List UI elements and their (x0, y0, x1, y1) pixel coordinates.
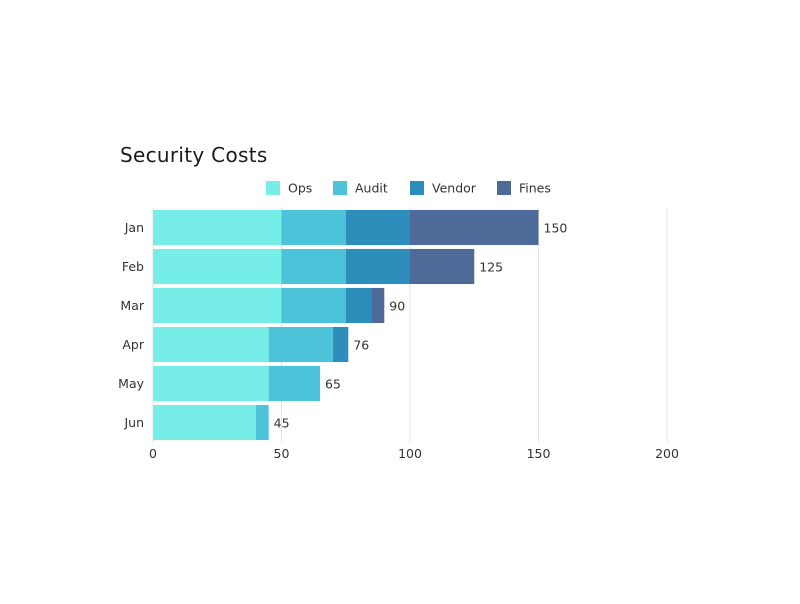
bar-segment-ops-may (153, 365, 269, 402)
legend-item-ops: Ops (266, 181, 312, 196)
legend-swatch (410, 181, 424, 195)
bar-segment-fines-feb (410, 248, 475, 285)
bar-segment-audit-jun (255, 404, 269, 441)
x-tick-label: 100 (398, 446, 422, 461)
chart-title: Security Costs (120, 143, 268, 167)
legend-item-vendor: Vendor (410, 181, 477, 196)
bar-segment-ops-feb (153, 248, 282, 285)
bar-segment-audit-may (268, 365, 321, 402)
bar-segment-ops-apr (153, 326, 269, 363)
x-tick-label: 150 (527, 446, 551, 461)
legend-swatch (266, 181, 280, 195)
bar-total-label: 90 (389, 299, 405, 314)
labels-layer: 0 50 100 150 200 Jan 150 Feb 125 Mar 90 Apr 76 May 65 J… (118, 220, 679, 461)
bar-segment-audit-mar (281, 287, 346, 324)
y-tick-label: May (118, 376, 144, 391)
bar-segment-vendor-apr (332, 326, 349, 363)
bar-segment-audit-apr (268, 326, 333, 363)
x-tick-label: 200 (655, 446, 679, 461)
bar-segment-vendor-jan (345, 209, 410, 246)
bar-segment-audit-jan (281, 209, 346, 246)
bar-total-label: 76 (353, 338, 369, 353)
bar-segment-fines-mar (371, 287, 385, 324)
bar-segment-ops-jan (153, 209, 282, 246)
y-tick-label: Mar (120, 298, 144, 313)
legend-swatch (333, 181, 347, 195)
y-tick-label: Jun (123, 415, 144, 430)
x-tick-label: 50 (274, 446, 290, 461)
bar-segment-vendor-feb (345, 248, 410, 285)
legend-label: Ops (288, 181, 312, 196)
x-tick-label: 0 (149, 446, 157, 461)
bar-total-label: 45 (274, 416, 290, 431)
bar-segment-ops-mar (153, 287, 282, 324)
bar-total-label: 125 (479, 260, 503, 275)
grid-layer (152, 208, 668, 442)
legend: Ops Audit Vendor Fines (266, 181, 551, 196)
y-tick-label: Feb (122, 259, 144, 274)
bar-segment-ops-jun (153, 404, 256, 441)
legend-label: Vendor (432, 181, 477, 196)
bar-total-label: 150 (544, 221, 568, 236)
legend-item-audit: Audit (333, 181, 388, 196)
legend-label: Fines (519, 181, 551, 196)
bars-layer (153, 209, 539, 441)
y-tick-label: Apr (122, 337, 144, 352)
legend-swatch (497, 181, 511, 195)
bar-total-label: 65 (325, 377, 341, 392)
bar-segment-vendor-mar (345, 287, 372, 324)
y-tick-label: Jan (124, 220, 144, 235)
bar-segment-fines-jan (410, 209, 539, 246)
legend-item-fines: Fines (497, 181, 551, 196)
bar-segment-audit-feb (281, 248, 346, 285)
legend-label: Audit (355, 181, 388, 196)
